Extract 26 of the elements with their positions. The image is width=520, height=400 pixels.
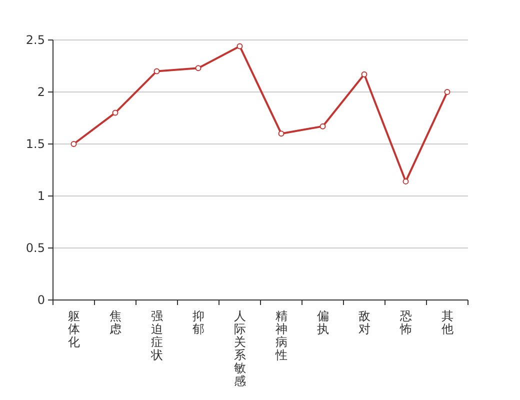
point	[444, 89, 450, 95]
x-tick-label: 敌对	[358, 309, 370, 336]
y-tick-label: 1	[37, 189, 45, 203]
y-tick-label: 2	[37, 85, 45, 99]
y-tick-label: 2.5	[26, 33, 45, 47]
x-tick-label: 其他	[441, 309, 454, 336]
point	[320, 123, 326, 130]
x-tick-label: 偏执	[316, 309, 329, 336]
point	[402, 178, 409, 184]
point	[361, 71, 368, 78]
x-tick-label: 焦虑	[109, 309, 122, 336]
x-tick-label: 躯体化	[68, 309, 80, 349]
x-tick-label: 抑郁	[192, 309, 204, 336]
point	[154, 68, 160, 74]
point	[236, 43, 243, 50]
y-tick-label: 0	[37, 293, 45, 307]
x-tick-label: 人际关系敏感	[234, 309, 246, 388]
point	[195, 65, 202, 72]
y-tick-label: 0.5	[26, 241, 45, 255]
point	[278, 130, 284, 137]
x-tick-label: 精神病性	[274, 309, 288, 362]
point	[112, 110, 118, 116]
y-tick-label: 1.5	[26, 137, 45, 151]
point	[70, 141, 77, 147]
x-tick-label: 恐怖	[398, 309, 412, 336]
x-tick-label: 强迫症状	[150, 309, 163, 362]
